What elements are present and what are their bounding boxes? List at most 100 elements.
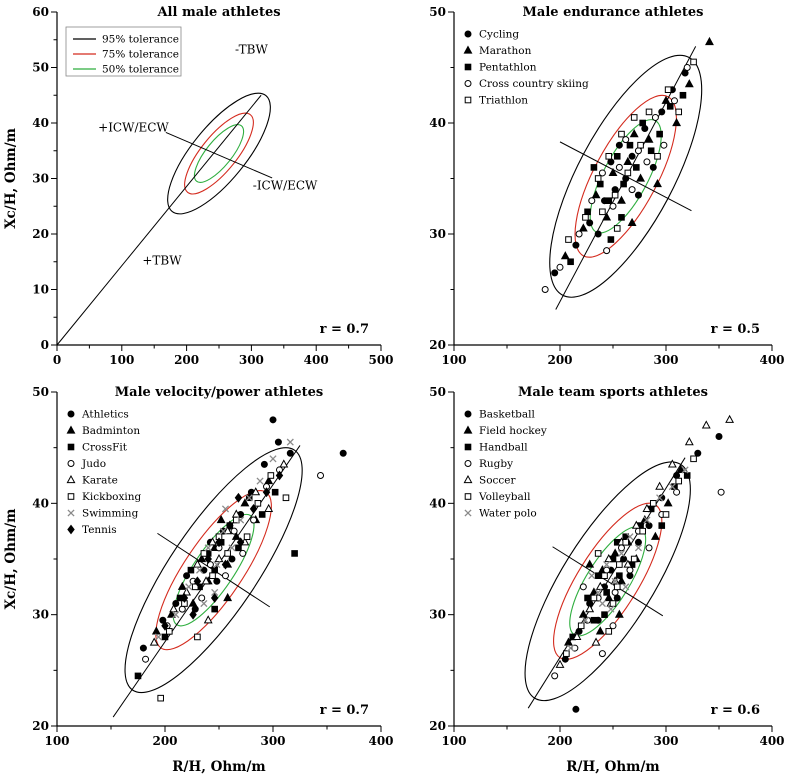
legend-item [464, 460, 472, 467]
x-tick-label: 400 [759, 353, 784, 367]
x-tick-label: 100 [441, 734, 466, 748]
panel-male-endurance-athletes: 100 200 300 400 20 30 40 50 Male endurance athle… [393, 0, 785, 375]
vector-label: +TBW [142, 254, 182, 268]
y-tick-label: 40 [32, 116, 49, 130]
legend-item [464, 410, 472, 418]
chart-svg-male-team-sports-athletes: 100 200 300 400 20 30 40 50 Male team sports ath… [429, 385, 784, 775]
y-tick-label: 30 [429, 227, 446, 241]
x-tick-label: 100 [44, 734, 69, 748]
correlation-label: r = 0.7 [320, 322, 369, 337]
series-cross-country-skiing [541, 64, 691, 293]
vector-label: -ICW/ECW [253, 179, 318, 193]
legend-label: Triathlon [479, 95, 528, 107]
y-tick-label: 40 [429, 496, 446, 510]
series-karate [149, 459, 289, 646]
panel-male-team-sports-athletes: 100 200 300 400 20 30 40 50 Male team sports ath… [393, 375, 785, 780]
x-axis-title: R/H, Ohm/m [566, 759, 659, 775]
legend-item [67, 524, 75, 535]
panel-title: Male velocity/power athletes [115, 385, 323, 400]
tolerance-ellipse-95 [124, 447, 303, 694]
series-rugby [551, 488, 725, 680]
y-tick-label: 60 [32, 5, 49, 19]
series-kickboxing [157, 472, 290, 702]
panel-male-velocity-power-athletes: 100 200 300 400 20 30 40 50 Male velocity/power … [0, 375, 393, 780]
legend-item [463, 474, 473, 484]
legend-label: Kickboxing [82, 491, 142, 503]
vector-label: +ICW/ECW [98, 120, 169, 134]
legend-label: Cycling [479, 29, 519, 41]
legend-label: Swimming [82, 508, 139, 520]
tolerance-ellipse-95 [167, 92, 271, 215]
series-swimming [154, 438, 294, 641]
x-tick-label: 100 [441, 353, 466, 367]
legend-label: Marathon [479, 45, 532, 57]
panel-all-male-athletes: 0 100 200 300 400 500 0 10 20 30 40 50 60 All male at… [0, 0, 393, 375]
legend-item [66, 474, 76, 484]
y-tick-label: 30 [32, 608, 49, 622]
x-tick-label: 200 [547, 734, 572, 748]
series-tennis [161, 470, 284, 631]
legend-label: Field hockey [479, 425, 547, 437]
y-tick-label: 50 [32, 61, 49, 75]
legend-item [464, 443, 472, 451]
legend-label: Soccer [479, 475, 516, 487]
x-tick-label: 200 [174, 353, 199, 367]
legend-label: 95% tolerance [102, 34, 179, 46]
legend-label: Volleyball [478, 491, 531, 503]
x-tick-label: 400 [368, 734, 393, 748]
series-soccer [555, 414, 735, 668]
y-tick-label: 20 [32, 227, 49, 241]
x-tick-label: 300 [653, 734, 678, 748]
y-tick-label: 30 [429, 608, 446, 622]
x-tick-label: 200 [152, 734, 177, 748]
legend-item [67, 443, 75, 451]
chart-svg-male-endurance-athletes: 100 200 300 400 20 30 40 50 Male endurance athle… [429, 5, 784, 367]
series-volleyball [563, 455, 697, 657]
x-tick-label: 200 [547, 353, 572, 367]
y-tick-label: 30 [32, 172, 49, 186]
x-tick-label: 0 [53, 353, 61, 367]
legend-item [67, 509, 75, 517]
legend-label: Judo [81, 458, 106, 470]
series-water-polo [567, 466, 689, 652]
tolerance-ellipse-75 [184, 112, 254, 195]
minor-axis-line [552, 546, 664, 617]
chart-svg-all-male-athletes: 0 100 200 300 400 500 0 10 20 30 40 50 60 All male at… [3, 5, 393, 367]
legend-label: 75% tolerance [102, 49, 179, 61]
vector-label: -TBW [235, 43, 268, 57]
legend-item [464, 493, 472, 500]
legend-label: Cross country skiing [479, 78, 589, 90]
minor-axis-line [165, 131, 273, 179]
x-tick-label: 100 [109, 353, 134, 367]
legend-item [463, 45, 473, 54]
legend-label: Badminton [82, 425, 140, 437]
correlation-label: r = 0.7 [320, 703, 369, 718]
tolerance-ellipse-50 [193, 124, 245, 183]
y-axis-title: Xc/H, Ohm/m [3, 509, 19, 610]
legend-box [65, 26, 182, 77]
x-tick-label: 500 [368, 353, 393, 367]
panel-title: All male athletes [156, 5, 280, 20]
legend-item [67, 460, 75, 467]
x-tick-label: 300 [653, 353, 678, 367]
legend-item [67, 410, 75, 418]
y-tick-label: 40 [429, 116, 446, 130]
chart-svg-male-velocity-power-athletes: 100 200 300 400 20 30 40 50 Male velocity/power … [3, 385, 393, 775]
y-tick-label: 50 [429, 385, 446, 399]
legend-item [464, 63, 472, 71]
y-tick-label: 10 [32, 283, 49, 297]
legend-label: 50% tolerance [102, 64, 179, 76]
y-tick-label: 20 [32, 719, 49, 733]
legend-item [464, 509, 472, 517]
legend-label: Karate [82, 475, 118, 487]
y-tick-label: 0 [41, 338, 49, 352]
series-triathlon [565, 58, 697, 243]
legend-label: Handball [479, 442, 528, 454]
y-tick-label: 40 [32, 496, 49, 510]
legend-label: Athletics [81, 409, 129, 421]
legend-label: Water polo [479, 508, 537, 520]
y-tick-label: 20 [429, 719, 446, 733]
panel-title: Male team sports athletes [518, 385, 708, 400]
legend-item [66, 425, 76, 434]
